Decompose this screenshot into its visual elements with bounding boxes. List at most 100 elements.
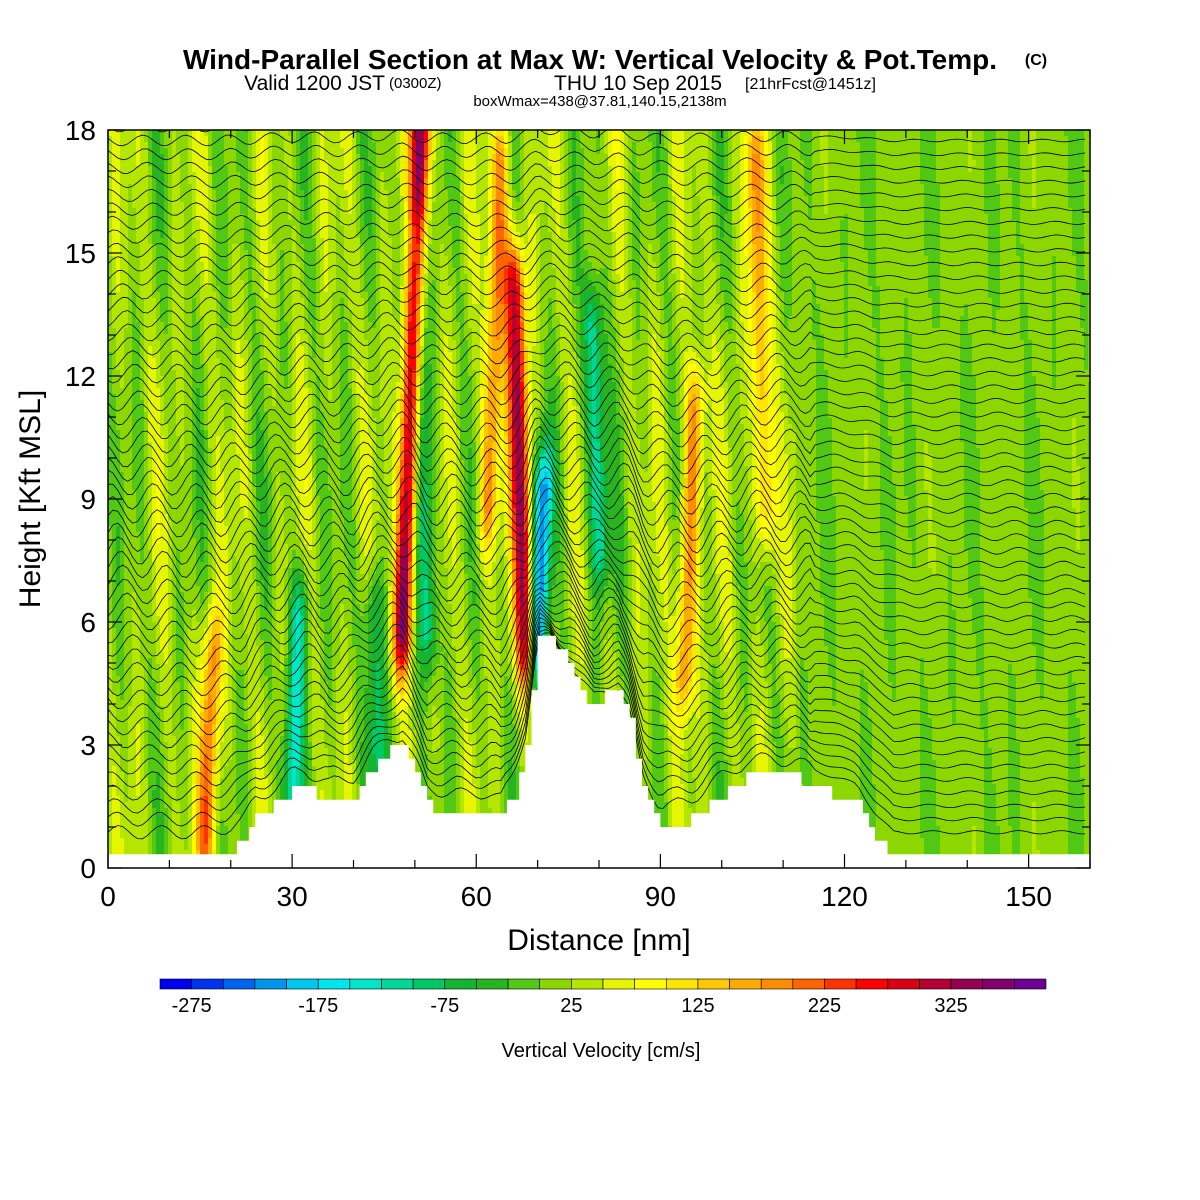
w-cell: [248, 208, 253, 215]
w-cell: [172, 418, 177, 425]
w-cell: [188, 808, 193, 815]
w-cell: [112, 736, 117, 743]
w-cell: [212, 460, 217, 467]
w-cell: [140, 622, 145, 629]
w-cell: [268, 490, 273, 497]
w-cell: [172, 328, 177, 335]
w-cell: [192, 664, 197, 671]
w-cell: [156, 838, 161, 845]
w-cell: [232, 652, 237, 659]
w-cell: [176, 220, 181, 227]
w-cell: [132, 208, 137, 215]
w-cell: [152, 400, 157, 407]
w-cell: [112, 316, 117, 323]
w-cell: [132, 190, 137, 197]
w-cell: [208, 454, 213, 461]
w-cell: [204, 532, 209, 539]
w-cell: [140, 502, 145, 509]
w-cell: [244, 130, 249, 137]
w-cell: [196, 352, 201, 359]
w-cell: [184, 478, 189, 485]
w-cell: [248, 502, 253, 509]
w-cell: [144, 760, 149, 767]
w-cell: [212, 436, 217, 443]
w-cell: [188, 622, 193, 629]
w-cell: [248, 412, 253, 419]
w-cell: [124, 676, 129, 683]
w-cell: [160, 208, 165, 215]
w-cell: [208, 712, 213, 719]
w-cell: [192, 544, 197, 551]
w-cell: [208, 238, 213, 245]
w-cell: [204, 802, 209, 809]
w-cell: [156, 262, 161, 269]
w-cell: [112, 580, 117, 587]
w-cell: [260, 364, 265, 371]
w-cell: [108, 670, 113, 677]
w-cell: [172, 616, 177, 623]
w-cell: [196, 370, 201, 377]
w-cell: [180, 316, 185, 323]
w-cell: [224, 598, 229, 605]
w-cell: [120, 256, 125, 263]
w-cell: [260, 712, 265, 719]
w-cell: [260, 394, 265, 401]
w-cell: [188, 544, 193, 551]
w-cell: [264, 766, 269, 773]
w-cell: [232, 568, 237, 575]
w-cell: [132, 730, 137, 737]
w-cell: [268, 514, 273, 521]
w-cell: [168, 556, 173, 563]
w-cell: [200, 808, 205, 815]
w-cell: [224, 490, 229, 497]
w-cell: [120, 478, 125, 485]
w-cell: [144, 682, 149, 689]
w-cell: [164, 568, 169, 575]
w-cell: [136, 598, 141, 605]
w-cell: [228, 772, 233, 779]
w-cell: [224, 136, 229, 143]
w-cell: [260, 388, 265, 395]
w-cell: [180, 412, 185, 419]
w-cell: [216, 334, 221, 341]
w-cell: [172, 592, 177, 599]
w-cell: [152, 130, 157, 137]
w-cell: [120, 406, 125, 413]
w-cell: [132, 382, 137, 389]
w-cell: [144, 802, 149, 809]
w-cell: [160, 700, 165, 707]
w-cell: [116, 700, 121, 707]
w-cell: [176, 382, 181, 389]
w-cell: [192, 760, 197, 767]
w-cell: [264, 478, 269, 485]
w-cell: [112, 814, 117, 821]
w-cell: [212, 640, 217, 647]
w-cell: [136, 136, 141, 143]
w-cell: [196, 616, 201, 623]
w-cell: [176, 406, 181, 413]
w-cell: [188, 220, 193, 227]
w-cell: [180, 514, 185, 521]
w-cell: [256, 586, 261, 593]
w-cell: [168, 136, 173, 143]
subtitle: Valid 1200 JST (0300Z) THU 10 Sep 2015 […: [244, 72, 876, 95]
w-cell: [256, 652, 261, 659]
w-cell: [248, 742, 253, 749]
w-cell: [108, 196, 113, 203]
w-cell: [228, 604, 233, 611]
w-cell: [144, 490, 149, 497]
w-cell: [240, 802, 245, 809]
w-cell: [220, 454, 225, 461]
w-cell: [124, 250, 129, 257]
w-cell: [160, 682, 165, 689]
w-cell: [148, 460, 153, 467]
w-cell: [212, 376, 217, 383]
w-cell: [264, 220, 269, 227]
w-cell: [264, 592, 269, 599]
w-cell: [196, 454, 201, 461]
w-cell: [164, 424, 169, 431]
w-cell: [124, 586, 129, 593]
w-cell: [152, 334, 157, 341]
w-cell: [136, 304, 141, 311]
w-cell: [208, 700, 213, 707]
